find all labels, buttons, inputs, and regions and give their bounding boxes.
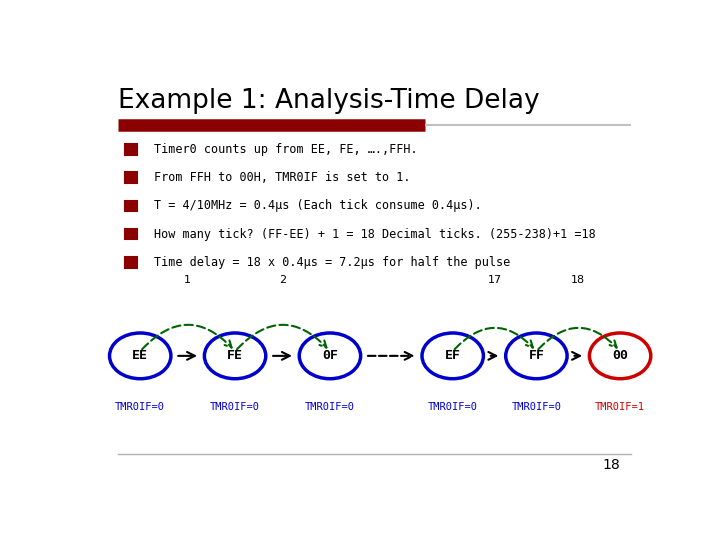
Text: TMR0IF=0: TMR0IF=0 (115, 402, 165, 411)
Text: From FFH to 00H, TMR0IF is set to 1.: From FFH to 00H, TMR0IF is set to 1. (154, 171, 410, 184)
Text: TMR0IF=0: TMR0IF=0 (428, 402, 477, 411)
Text: How many tick? (FF-EE) + 1 = 18 Decimal ticks. (255-238)+1 =18: How many tick? (FF-EE) + 1 = 18 Decimal … (154, 227, 596, 240)
Text: TMR0IF=0: TMR0IF=0 (511, 402, 562, 411)
Text: 18: 18 (603, 458, 620, 472)
Text: 2: 2 (279, 275, 286, 285)
Text: TMR0IF=1: TMR0IF=1 (595, 402, 645, 411)
Text: EF: EF (445, 349, 461, 362)
Text: FF: FF (528, 349, 544, 362)
Text: TMR0IF=0: TMR0IF=0 (305, 402, 355, 411)
Text: 18: 18 (571, 275, 585, 285)
Text: TMR0IF=0: TMR0IF=0 (210, 402, 260, 411)
Text: 1: 1 (184, 275, 191, 285)
Text: Time delay = 18 x 0.4μs = 7.2μs for half the pulse: Time delay = 18 x 0.4μs = 7.2μs for half… (154, 256, 510, 269)
Text: 0F: 0F (322, 349, 338, 362)
Bar (125, 229, 138, 239)
Bar (125, 172, 138, 183)
Bar (125, 144, 138, 154)
Text: T = 4/10MHz = 0.4μs (Each tick consume 0.4μs).: T = 4/10MHz = 0.4μs (Each tick consume 0… (154, 199, 482, 212)
Text: Example 1: Analysis-Time Delay: Example 1: Analysis-Time Delay (118, 87, 539, 113)
Text: 00: 00 (612, 349, 628, 362)
Text: Timer0 counts up from EE, FE, ….,FFH.: Timer0 counts up from EE, FE, ….,FFH. (154, 143, 418, 156)
Text: FE: FE (227, 349, 243, 362)
Bar (125, 201, 138, 211)
Text: EE: EE (132, 349, 148, 362)
Bar (125, 258, 138, 268)
Text: 17: 17 (487, 275, 502, 285)
